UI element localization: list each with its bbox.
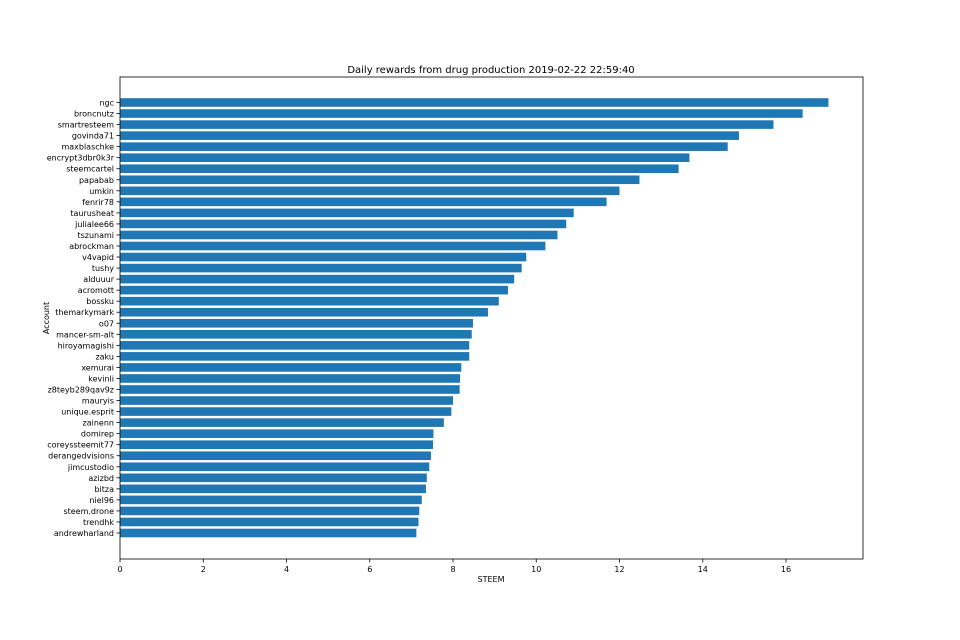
bar-andrewharland <box>120 528 417 538</box>
y-tick-label: acromott <box>78 286 114 295</box>
y-tick-label: tszunami <box>77 231 114 240</box>
bar-tszunami <box>120 230 558 240</box>
y-tick-label: xemurai <box>81 363 114 372</box>
y-tick-label: bossku <box>86 297 114 306</box>
y-tick-label: alduuur <box>83 275 114 284</box>
x-tick-label: 12 <box>614 565 624 574</box>
bar-govinda71 <box>120 131 739 140</box>
bar-trendhk <box>120 517 419 527</box>
y-tick-label: broncnutz <box>74 110 114 119</box>
plot-frame <box>119 76 864 560</box>
bars-group <box>120 98 829 538</box>
bar-acromott <box>120 285 508 295</box>
y-tick-label: smartresteem <box>58 121 114 130</box>
bar-z8teyb289qav9z <box>120 385 460 394</box>
x-tick-label: 8 <box>450 565 455 574</box>
y-tick-label: mauryis <box>82 397 114 406</box>
bar-ngc <box>120 98 829 107</box>
y-tick-label: hiroyamagishi <box>58 341 114 350</box>
y-tick-label: andrewharland <box>54 529 114 538</box>
bar-unique.esprit <box>120 407 452 416</box>
y-tick-label: kevinli <box>88 374 114 383</box>
bar-derangedvisions <box>120 451 431 461</box>
bar-tushy <box>120 263 522 273</box>
bar-taurusheat <box>120 208 574 218</box>
y-tick-label: v4vapid <box>82 253 114 262</box>
y-tick-label: o07 <box>99 319 114 328</box>
y-tick-label: julialee66 <box>74 220 114 229</box>
bar-maxblaschke <box>120 142 728 151</box>
y-tick-label: steem.drone <box>63 507 114 516</box>
x-ticks-group: 0 2 4 6 8 10 12 14 16 <box>117 559 791 574</box>
y-tick-label: zaku <box>95 352 114 361</box>
y-tick-label: encrypt3dbr0k3r <box>47 154 115 163</box>
y-tick-label: papabab <box>79 176 114 185</box>
bar-bossku <box>120 296 499 306</box>
x-tick-label: 16 <box>781 565 791 574</box>
y-tick-label: niel96 <box>89 496 114 505</box>
bar-kevinli <box>120 374 461 383</box>
bar-umkin <box>120 186 620 196</box>
x-axis-label: STEEM <box>478 575 505 584</box>
y-tick-label: tushy <box>92 264 114 273</box>
bar-o07 <box>120 318 473 328</box>
bar-broncnutz <box>120 109 803 118</box>
y-tick-label: coreyssteemit77 <box>47 441 114 450</box>
y-tick-label: derangedvisions <box>48 452 114 461</box>
bar-xemurai <box>120 363 462 372</box>
chart-title: Daily rewards from drug production 2019-… <box>347 65 634 76</box>
y-tick-label: ngc <box>99 99 114 108</box>
bar-mancer-sm-alt <box>120 330 472 339</box>
bar-v4vapid <box>120 252 527 262</box>
y-tick-label: taurusheat <box>70 209 114 218</box>
y-tick-label: trendhk <box>83 518 114 527</box>
y-tick-label: z8teyb289qav9z <box>48 386 114 395</box>
y-tick-label: domirep <box>81 430 114 439</box>
bar-papabab <box>120 175 640 185</box>
bar-fenrir78 <box>120 197 607 207</box>
y-tick-label: zainenn <box>83 419 114 428</box>
y-tick-label: jimcustodio <box>67 463 114 472</box>
y-axis-label: Account <box>42 302 51 334</box>
bar-smartresteem <box>120 120 774 129</box>
y-tick-label: azizbd <box>88 474 114 483</box>
bar-azizbd <box>120 473 427 483</box>
y-tick-label: fenrir78 <box>82 198 114 207</box>
y-tick-label: steemcartel <box>66 165 114 174</box>
x-tick-label: 14 <box>698 565 708 574</box>
x-tick-label: 0 <box>117 565 122 574</box>
y-tick-label: unique.esprit <box>61 408 114 417</box>
bar-jimcustodio <box>120 462 430 472</box>
bar-steem.drone <box>120 506 420 516</box>
x-tick-label: 6 <box>367 565 372 574</box>
y-tick-label: bitza <box>94 485 114 494</box>
y-tick-label: umkin <box>89 187 114 196</box>
x-tick-label: 10 <box>531 565 541 574</box>
bar-zaku <box>120 352 470 361</box>
bar-steemcartel <box>120 164 679 174</box>
bar-themarkymark <box>120 307 488 317</box>
bar-encrypt3dbr0k3r <box>120 153 690 162</box>
x-tick-label: 4 <box>284 565 289 574</box>
bar-domirep <box>120 429 434 438</box>
x-tick-label: 2 <box>201 565 206 574</box>
y-ticks-group: ngc broncnutz smartresteem govinda71 maxblas… <box>47 99 120 538</box>
y-tick-label: maxblaschke <box>61 143 114 152</box>
bar-abrockman <box>120 241 546 251</box>
y-tick-label: govinda71 <box>72 132 114 141</box>
y-tick-label: themarkymark <box>55 308 114 317</box>
y-tick-label: mancer-sm-alt <box>56 330 114 339</box>
bar-zainenn <box>120 418 444 427</box>
bar-alduuur <box>120 274 515 284</box>
bar-bitza <box>120 484 426 494</box>
bar-hiroyamagishi <box>120 341 470 350</box>
bar-mauryis <box>120 396 453 405</box>
bar-julialee66 <box>120 219 567 229</box>
bar-niel96 <box>120 495 422 505</box>
bar-coreyssteemit77 <box>120 440 434 449</box>
y-tick-label: abrockman <box>69 242 114 251</box>
